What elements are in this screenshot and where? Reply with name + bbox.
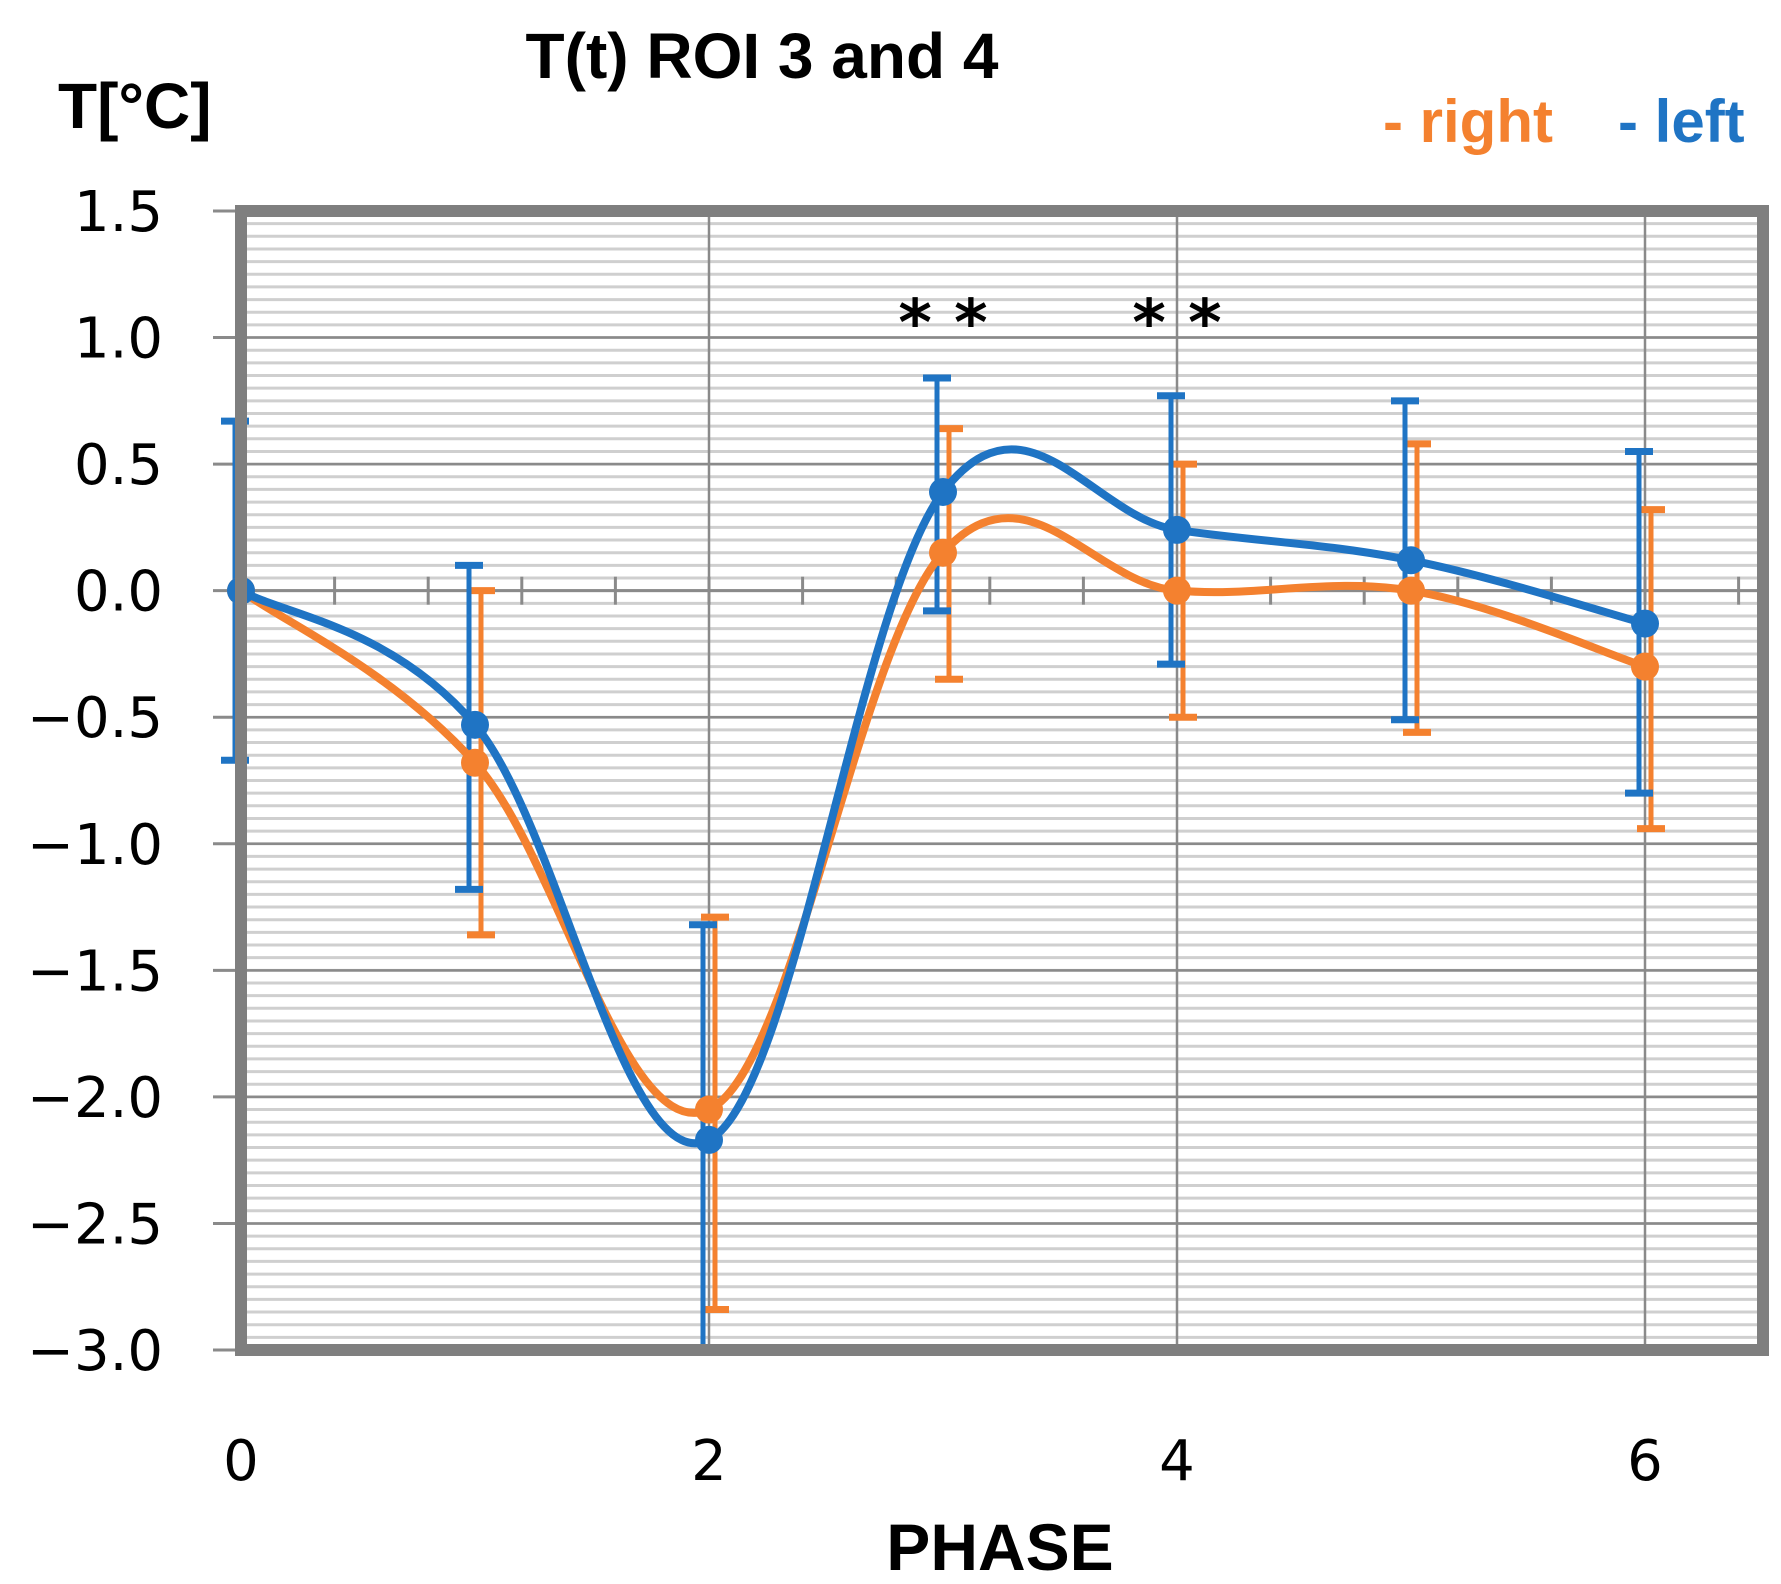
y-tick-labels: 1.5 1.0 0.5 0.0 −0.5 −1.0 −1.5 −2.0 −2.5 −3.0 — [27, 180, 241, 1384]
series-layer — [221, 374, 1665, 1354]
legend-left: - left — [1618, 88, 1745, 155]
y-axis-label: T[°C] — [58, 70, 212, 142]
x-tick-label: 6 — [1627, 1429, 1663, 1494]
legend-right: - right — [1383, 88, 1553, 155]
data-point-right — [929, 538, 957, 567]
x-tick-labels: 0 2 4 6 — [223, 1429, 1663, 1494]
x-tick-label: 0 — [223, 1429, 259, 1494]
y-tick-label: 0.5 — [74, 433, 163, 498]
annotations: * * * * — [898, 287, 1221, 361]
data-point-left — [1163, 515, 1191, 544]
y-tick-label: 0.0 — [74, 560, 163, 625]
data-point-right — [1397, 576, 1425, 605]
data-point-right — [461, 748, 489, 777]
significance-annotation: * * — [898, 287, 987, 361]
y-tick-label: 1.0 — [74, 307, 163, 372]
data-point-left — [929, 477, 957, 506]
x-axis-label: PHASE — [886, 1510, 1113, 1584]
x-tick-label: 4 — [1159, 1429, 1195, 1494]
plot-border — [235, 205, 1769, 1356]
data-point-left — [1631, 609, 1659, 638]
y-tick-label: −2.5 — [27, 1192, 163, 1257]
data-point-right — [1163, 576, 1191, 605]
series-line-left — [237, 445, 1649, 1148]
plot-frame — [235, 205, 1769, 1356]
data-point-right — [695, 1095, 723, 1124]
y-tick-label: −1.5 — [27, 939, 163, 1004]
data-point-left — [1397, 546, 1425, 575]
chart-title: T(t) ROI 3 and 4 — [526, 20, 999, 92]
data-point-right — [1631, 652, 1659, 681]
series-line-group-left — [227, 445, 1659, 1154]
data-point-left — [695, 1125, 723, 1154]
significance-annotation: * * — [1132, 287, 1221, 361]
y-tick-label: −2.0 — [27, 1066, 163, 1131]
y-tick-label: −1.0 — [27, 813, 163, 878]
y-tick-label: −0.5 — [27, 686, 163, 751]
data-point-left — [461, 710, 489, 739]
y-tick-label: −3.0 — [27, 1319, 163, 1384]
y-tick-label: 1.5 — [74, 180, 163, 245]
x-tick-label: 2 — [691, 1429, 727, 1494]
